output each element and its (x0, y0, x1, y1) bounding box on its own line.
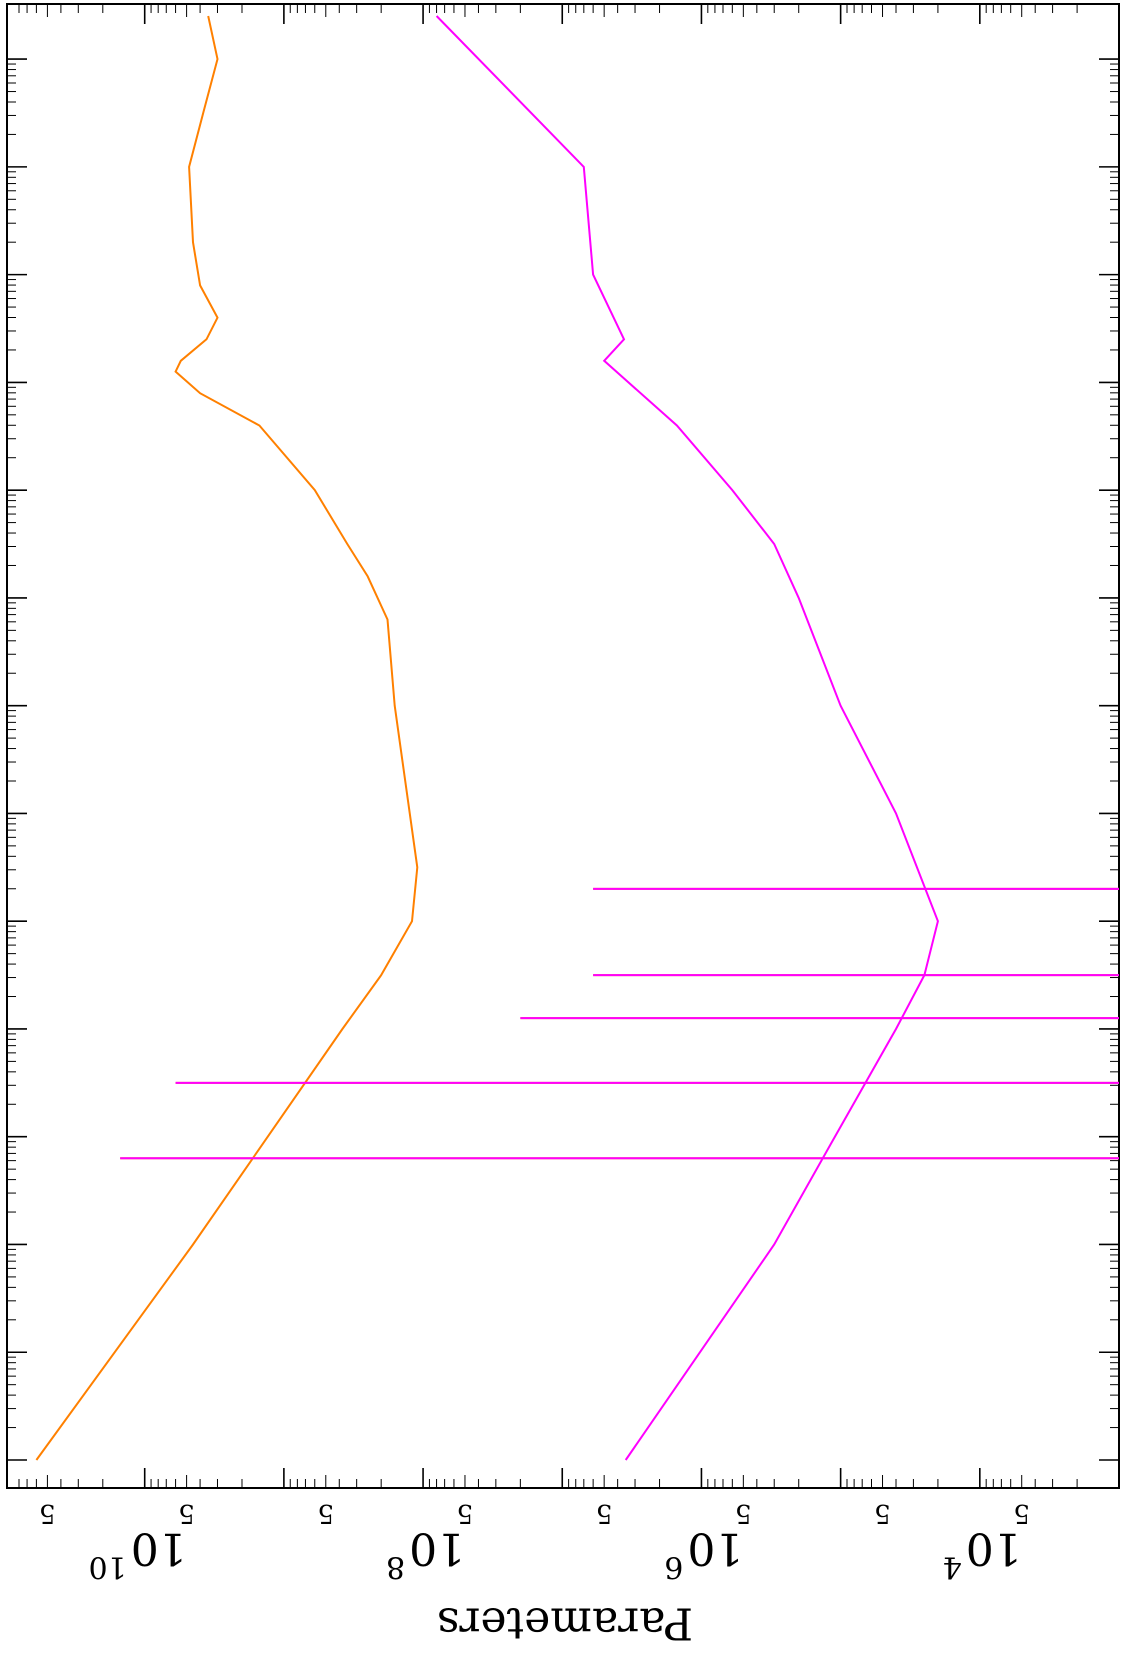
series-layer (35, 15, 1119, 1461)
series-line-1 (35, 15, 419, 1461)
y-tick-exponent: 10 (89, 1549, 127, 1584)
y-minor-tick-label: 5 (596, 1498, 613, 1528)
y-minor-tick-label: 5 (1013, 1498, 1030, 1528)
y-tick-base: 10 (409, 1523, 465, 1574)
x-axis-ticks (7, 58, 1119, 1461)
y-tick-exponent: 4 (943, 1549, 962, 1584)
y-axis-ticks (18, 4, 1120, 1488)
y-major-tick-label: 106 (664, 1523, 743, 1585)
y-minor-tick-label: 5 (457, 1498, 474, 1528)
series-line-2 (435, 15, 939, 1461)
y-tick-base: 10 (687, 1523, 743, 1574)
y-major-tick-label: 108 (386, 1523, 465, 1585)
y-minor-tick-label: 5 (178, 1498, 195, 1528)
y-major-tick-label: 104 (943, 1523, 1022, 1585)
y-tick-exponent: 8 (386, 1549, 405, 1584)
y-minor-tick-label: 5 (735, 1498, 752, 1528)
plot-frame (6, 3, 1120, 1489)
y-tick-exponent: 6 (664, 1549, 683, 1584)
y-minor-tick-label: 5 (39, 1498, 56, 1528)
y-tick-base: 10 (131, 1523, 187, 1574)
y-minor-tick-label: 5 (874, 1498, 891, 1528)
y-tick-base: 10 (966, 1523, 1022, 1574)
y-axis-label: Parameters (437, 1598, 693, 1649)
y-minor-tick-label: 5 (318, 1498, 335, 1528)
